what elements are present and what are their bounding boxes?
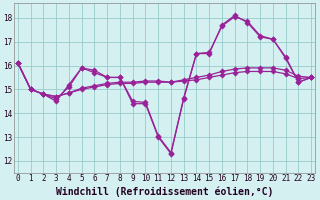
X-axis label: Windchill (Refroidissement éolien,°C): Windchill (Refroidissement éolien,°C) [56,186,273,197]
